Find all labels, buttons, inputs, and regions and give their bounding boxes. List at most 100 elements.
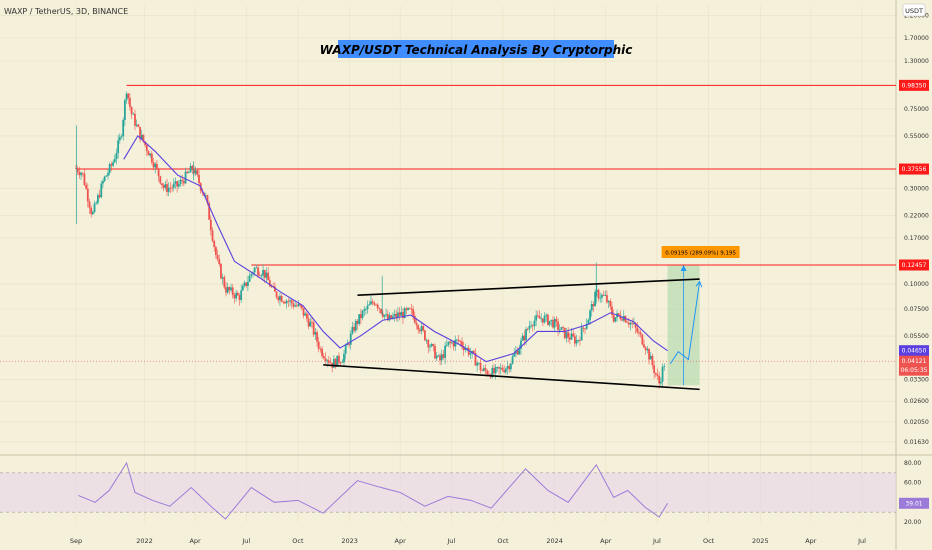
- candle-43: [147, 151, 150, 156]
- candle-190: [395, 313, 398, 318]
- candle-38: [139, 126, 141, 139]
- candle-267: [525, 329, 527, 341]
- candle-48: [156, 163, 158, 169]
- candle-44: [149, 153, 152, 156]
- candle-259: [511, 356, 514, 364]
- candle-countdown: 06:05:35: [901, 367, 928, 374]
- candle-67: [188, 172, 190, 174]
- candle-91: [228, 287, 231, 291]
- candle-97: [238, 295, 241, 300]
- candle-345: [656, 374, 659, 376]
- candle-206: [422, 326, 425, 331]
- candle-39: [140, 134, 143, 139]
- candle-335: [639, 332, 642, 335]
- candle-296: [574, 336, 576, 344]
- candle-182: [381, 313, 384, 317]
- candle-183: [383, 314, 386, 317]
- candle-58: [172, 183, 175, 188]
- candle-274: [536, 315, 539, 317]
- candle-144: [317, 341, 320, 349]
- candle-77: [204, 195, 207, 197]
- level-price-label-1: 0.37556: [902, 166, 927, 173]
- moving-average-line: [123, 135, 668, 363]
- candle-245: [488, 374, 490, 376]
- candle-3: [80, 172, 82, 176]
- currency-badge[interactable]: [902, 3, 926, 17]
- candle-90: [226, 287, 229, 293]
- ma-price-badge: [899, 345, 929, 357]
- candle-160: [344, 345, 347, 354]
- time-tick-label-3: Jul: [241, 537, 250, 545]
- candle-205: [420, 326, 423, 332]
- candle-59: [174, 181, 177, 184]
- candle-347: [659, 381, 662, 384]
- candle-279: [545, 314, 548, 316]
- candle-277: [541, 318, 544, 323]
- candle-172: [365, 309, 367, 310]
- time-tick-label-6: Apr: [395, 537, 407, 545]
- price-tick-label-13: 0.02050: [904, 419, 929, 426]
- candle-98: [240, 290, 243, 300]
- resistance-levels: [0, 84, 896, 362]
- candle-79: [208, 203, 211, 220]
- candle-73: [198, 174, 200, 184]
- candle-346: [658, 375, 661, 384]
- candle-92: [230, 287, 232, 291]
- candle-333: [636, 327, 639, 333]
- measure-arrow-head: [680, 265, 687, 272]
- candle-252: [499, 367, 502, 369]
- candle-233: [467, 348, 470, 355]
- time-tick-label-1: 2022: [136, 537, 153, 545]
- candle-262: [516, 350, 519, 355]
- candle-23: [113, 158, 116, 163]
- level-price-badge-0: [899, 79, 929, 91]
- candle-276: [540, 318, 543, 320]
- candle-318: [611, 306, 613, 315]
- candle-116: [270, 286, 273, 288]
- candle-9: [90, 207, 93, 215]
- candle-239: [477, 362, 480, 364]
- candle-68: [189, 165, 192, 173]
- candle-287: [558, 329, 561, 331]
- candle-310: [597, 289, 600, 299]
- candle-136: [304, 313, 307, 316]
- candle-306: [590, 304, 593, 311]
- candle-104: [250, 274, 253, 276]
- candle-176: [371, 301, 374, 303]
- candle-192: [398, 312, 401, 316]
- candle-240: [479, 362, 482, 371]
- candle-162: [348, 343, 350, 345]
- candle-100: [243, 282, 246, 286]
- candle-111: [262, 269, 264, 276]
- candle-34: [132, 113, 135, 115]
- candle-16: [102, 180, 104, 184]
- candle-159: [343, 353, 345, 363]
- candle-169: [359, 314, 362, 319]
- time-tick-label-14: Apr: [805, 537, 817, 545]
- candle-226: [456, 339, 458, 341]
- candle-164: [351, 326, 354, 334]
- candle-338: [644, 347, 647, 351]
- candle-247: [491, 367, 494, 378]
- candle-324: [621, 319, 623, 321]
- rsi-tick-label-0: 80.00: [904, 460, 921, 467]
- rsi-tick-label-1: 60.00: [904, 480, 921, 487]
- candle-130: [294, 305, 297, 307]
- candle-196: [405, 308, 408, 310]
- price-tick-label-11: 0.03300: [904, 377, 929, 384]
- candle-339: [646, 349, 649, 351]
- candle-83: [214, 247, 217, 256]
- candle-81: [211, 230, 214, 241]
- candle-307: [592, 304, 595, 307]
- candle-119: [275, 291, 278, 298]
- candle-143: [316, 332, 318, 342]
- candle-53: [164, 184, 167, 188]
- candle-201: [413, 315, 416, 323]
- candle-93: [231, 287, 234, 295]
- price-tick-label-6: 0.22000: [904, 213, 929, 220]
- candle-146: [321, 348, 323, 357]
- candle-301: [582, 327, 585, 329]
- price-tick-label-1: 1.70000: [904, 35, 929, 42]
